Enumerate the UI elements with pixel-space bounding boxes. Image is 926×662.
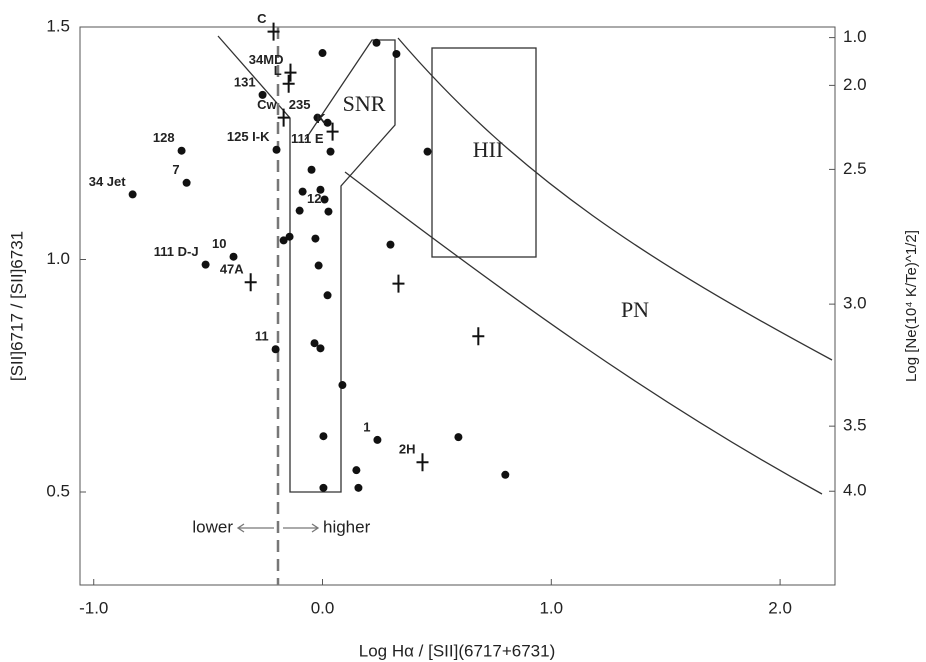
dot-point [354,483,363,492]
dot-point [314,261,323,270]
dot-point [229,252,238,261]
dot-point [323,118,332,127]
y2-tick-label: 2.5 [843,159,867,178]
point-label: 131 [234,74,256,89]
pn-lower-curve [344,171,823,495]
dot-point [373,435,382,444]
dot-point [201,260,210,269]
direction-arrows [236,523,320,533]
dot-point [316,185,325,194]
dot-point [318,49,327,58]
dot-point [386,240,395,249]
point-label: C [257,11,267,26]
point-label: 2H [399,442,416,457]
annotation: PN [621,297,649,322]
y-tick-label: 1.5 [46,16,70,35]
snr-region [217,35,396,493]
dot-point [128,190,137,199]
y2-tick-label: 3.5 [843,416,867,435]
point-label: 235 [289,97,311,112]
dot-point [338,381,347,390]
dot-point [295,206,304,215]
dot-point [326,147,335,156]
annotation: lower [192,517,233,536]
dot-point [392,49,401,58]
x-tick-label: 0.0 [311,598,335,617]
dot-point [311,234,320,243]
point-label: 34MD [249,52,284,67]
annotation: SNR [343,91,386,116]
dot-point [298,187,307,196]
dot-point [182,178,191,187]
dot-point [316,344,325,353]
cross-point [277,108,290,127]
dot-point [285,232,294,241]
dot-point [319,483,328,492]
dot-point [258,90,267,99]
y2-axis-title: Log [Ne(10⁴ K/Te)^1/2] [903,230,920,382]
dot-point [324,207,333,216]
cross-point [267,22,280,41]
point-label: Cw [257,97,277,112]
dot-point [372,38,381,47]
dot-point [320,195,329,204]
dot-point [319,432,328,441]
y2-tick-label: 3.0 [843,294,867,313]
hii-region [431,47,537,258]
pn-upper-curve [397,37,833,361]
point-label: 128 [153,130,175,145]
annotation: HII [473,137,504,162]
y2-tick-label: 2.0 [843,75,867,94]
point-label: 47A [220,262,244,277]
point-label: 111 D-J [154,244,199,259]
dot-point [323,291,332,300]
point-label: 34 Jet [89,174,127,189]
y2-tick-label: 4.0 [843,481,867,500]
x-tick-label: -1.0 [79,598,108,617]
cross-point [416,453,429,472]
y-tick-label: 1.0 [46,249,70,268]
cross-point [244,273,257,292]
y-axis-title: [SII]6717 / [SII]6731 [7,231,26,381]
dot-point [423,147,432,156]
point-label: 1 [363,419,370,434]
cross-point [284,63,297,82]
dot-point [177,146,186,155]
point-label: 7 [172,162,179,177]
plot-frame [79,26,836,586]
x-axis-title: Log Hα / [SII](6717+6731) [359,641,555,660]
point-label: L [274,63,282,78]
x-tick-label: 2.0 [768,598,792,617]
point-label: 10 [212,236,226,251]
annotation: higher [323,517,371,536]
dot-point [271,345,280,354]
point-label: 111 E [291,131,324,146]
point-label: 125 I-K [227,129,270,144]
y-tick-label: 0.5 [46,481,70,500]
dot-point [310,339,319,348]
dot-point [313,113,322,122]
x-tick-label: 1.0 [539,598,563,617]
y2-tick-label: 1.0 [843,27,867,46]
cross-point [472,327,485,346]
dot-point [501,470,510,479]
cross-point [392,274,405,293]
dot-point [454,433,463,442]
point-label: 12 [307,191,321,206]
point-label: 11 [255,329,269,344]
dot-point [272,145,281,154]
point-label: K [316,111,326,126]
cross-point [326,122,339,141]
dot-point [279,236,288,245]
cross-point [282,74,295,93]
dot-point [352,466,361,475]
dot-point [307,165,316,174]
